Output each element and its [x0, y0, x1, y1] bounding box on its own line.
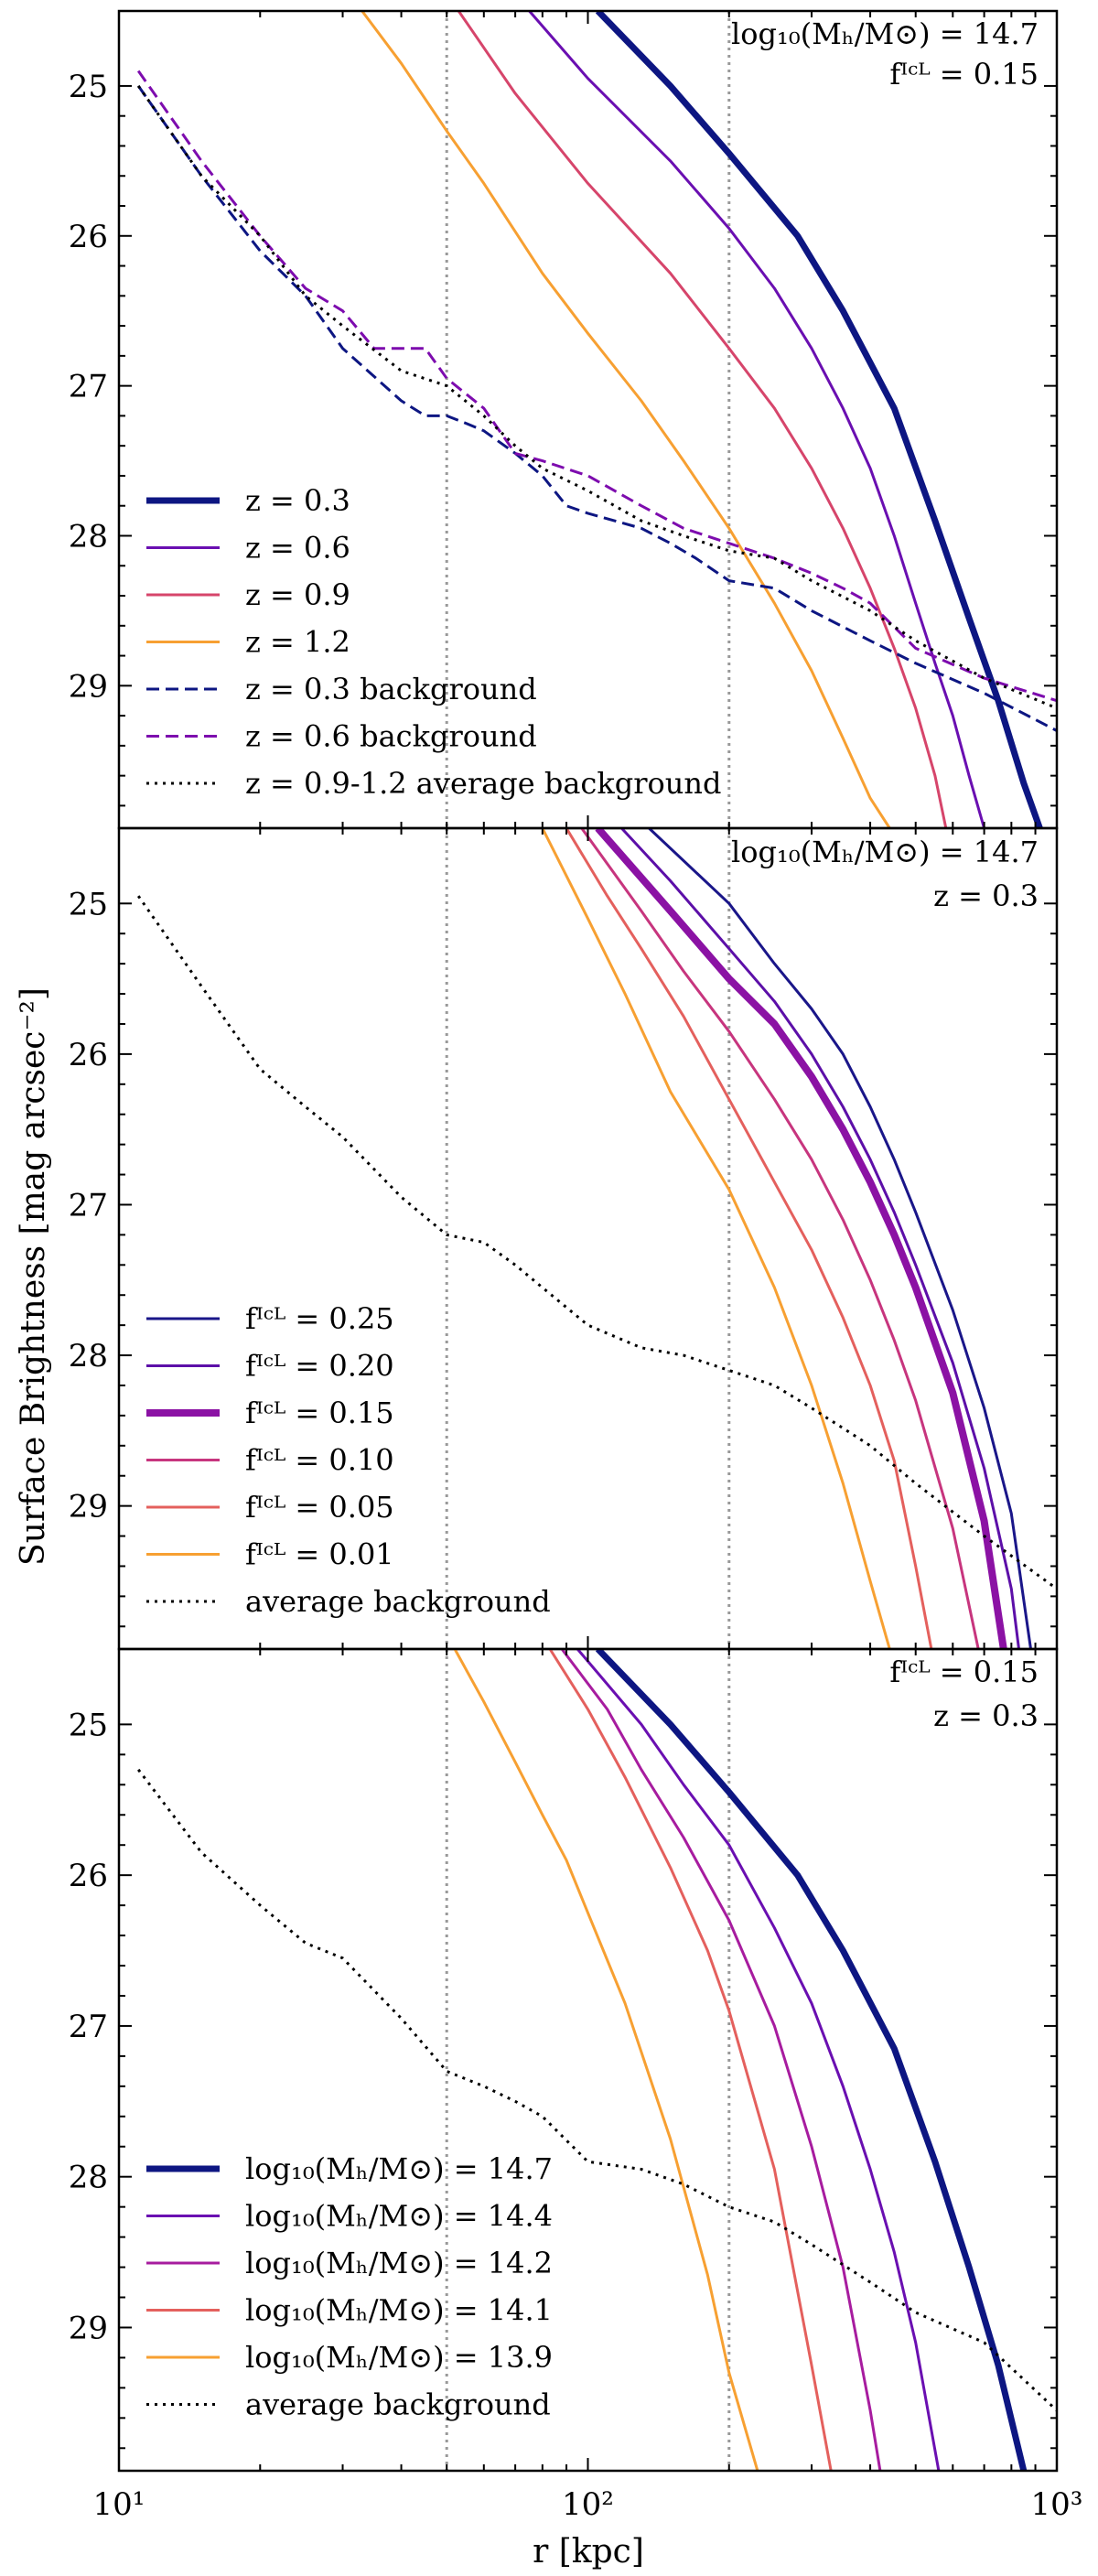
legend-label: log₁₀(Mₕ/M⊙) = 14.7: [245, 2151, 553, 2186]
y-axis-title: Surface Brightness [mag arcsec⁻²]: [15, 987, 52, 1566]
legend-label: z = 0.6 background: [245, 719, 537, 754]
legend-label: average background: [245, 1584, 551, 1619]
y-tick-label: 28: [69, 2160, 108, 2196]
legend-label: log₁₀(Mₕ/M⊙) = 14.1: [245, 2293, 553, 2328]
series-group: [136, 11, 1057, 828]
legend-label: fᴵᶜᴸ = 0.15: [245, 1396, 394, 1430]
panels: 25 26 27 28 29 log₁₀(Mₕ/M⊙) = 14.7 fᴵᶜᴸ = 0.15…: [69, 9, 1083, 2523]
series-line: [136, 70, 1057, 703]
series-line: [528, 11, 986, 828]
series-line: [595, 11, 1043, 828]
y-tick-label: 29: [69, 1489, 108, 1525]
y-tick-label: 27: [69, 2009, 108, 2045]
series-line: [136, 895, 1057, 1590]
legend-label: z = 1.2: [245, 625, 350, 660]
series-line: [595, 828, 1007, 1649]
y-tick-label: 26: [69, 1037, 108, 1073]
series-line: [541, 828, 891, 1649]
series-line: [648, 828, 1032, 1649]
y-tick-label: 26: [69, 219, 108, 255]
series-line: [361, 11, 891, 828]
series-group: [137, 1649, 1057, 2471]
legend-label: fᴵᶜᴸ = 0.05: [245, 1490, 394, 1525]
y-tick-label: 28: [69, 1338, 108, 1374]
panel-annotation: log₁₀(Mₕ/M⊙) = 14.7: [731, 835, 1039, 869]
series-line: [576, 1649, 941, 2471]
legend-label: log₁₀(Mₕ/M⊙) = 14.4: [245, 2199, 553, 2234]
legend-label: log₁₀(Mₕ/M⊙) = 13.9: [245, 2340, 553, 2375]
y-tick-label: 27: [69, 1187, 108, 1223]
legend-label: z = 0.3 background: [245, 672, 537, 706]
y-tick-label: 27: [69, 369, 108, 405]
series-line: [457, 11, 948, 828]
x-tick-label: 10²: [562, 2486, 614, 2523]
y-tick-label: 25: [69, 1707, 108, 1743]
legend-label: log₁₀(Mₕ/M⊙) = 14.2: [245, 2246, 553, 2280]
x-tick-label: 10¹: [93, 2486, 145, 2523]
panel-annotation: fᴵᶜᴸ = 0.15: [889, 1654, 1039, 1689]
legend-label: fᴵᶜᴸ = 0.10: [245, 1443, 394, 1478]
y-tick-label: 25: [69, 886, 108, 922]
panel-top: 25 26 27 28 29 log₁₀(Mₕ/M⊙) = 14.7 fᴵᶜᴸ = 0.15…: [69, 9, 1059, 830]
panel-annotation: fᴵᶜᴸ = 0.15: [889, 57, 1039, 92]
y-tick-label: 29: [69, 2310, 108, 2346]
series-line: [565, 828, 933, 1649]
legend: fᴵᶜᴸ = 0.25 fᴵᶜᴸ = 0.20 fᴵᶜᴸ = 0.15 fᴵᶜᴸ = …: [146, 1301, 551, 1619]
panel-annotation: z = 0.3: [933, 878, 1039, 913]
series-line: [580, 828, 980, 1649]
series-line: [137, 1768, 1057, 2412]
legend: z = 0.3 z = 0.6 z = 0.9 z = 1.2 z = 0.3 back…: [146, 483, 721, 801]
y-tick-label: 28: [69, 518, 108, 555]
legend-label: z = 0.9: [245, 577, 350, 612]
legend-label: z = 0.9-1.2 average background: [245, 766, 721, 801]
x-tick-label: 10³: [1031, 2486, 1083, 2523]
legend-label: fᴵᶜᴸ = 0.20: [245, 1349, 394, 1384]
series-line: [548, 1649, 833, 2471]
y-tick-label: 29: [69, 668, 108, 705]
legend-label: z = 0.6: [245, 531, 350, 566]
legend-label: fᴵᶜᴸ = 0.01: [245, 1537, 394, 1572]
legend-label: fᴵᶜᴸ = 0.25: [245, 1301, 394, 1336]
panel-annotation: log₁₀(Mₕ/M⊙) = 14.7: [731, 16, 1039, 51]
series-line: [136, 85, 1057, 732]
y-tick-label: 26: [69, 1858, 108, 1894]
legend-label: z = 0.3: [245, 483, 350, 518]
panel-bottom: 25 26 27 28 29 fᴵᶜᴸ = 0.15 z = 0.3 log₁₀(Mₕ/M⊙)…: [69, 1647, 1059, 2473]
series-line: [595, 1649, 1028, 2471]
series-group: [136, 828, 1057, 1649]
series-line: [453, 1649, 759, 2471]
series-line: [620, 828, 1020, 1649]
y-tick-label: 25: [69, 69, 108, 105]
plot-frame: [117, 826, 1059, 1651]
series-line: [560, 1649, 882, 2471]
panel-annotation: z = 0.3: [933, 1698, 1039, 1733]
x-axis-title: r [kpc]: [533, 2533, 644, 2571]
legend: log₁₀(Mₕ/M⊙) = 14.7 log₁₀(Mₕ/M⊙) = 14.4 lo…: [146, 2151, 553, 2422]
legend-label: average background: [245, 2387, 551, 2422]
panel-middle: 25 26 27 28 29 log₁₀(Mₕ/M⊙) = 14.7 z = 0.3 fᴵᶜᴸ…: [69, 826, 1059, 1651]
